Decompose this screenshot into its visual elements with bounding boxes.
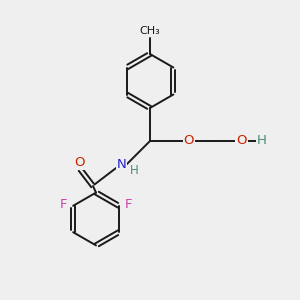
Text: H: H (130, 164, 139, 177)
Text: F: F (60, 198, 67, 211)
Text: O: O (236, 134, 247, 148)
Text: O: O (75, 156, 85, 170)
Text: CH₃: CH₃ (140, 26, 160, 36)
Text: N: N (117, 158, 126, 172)
Text: F: F (125, 198, 132, 211)
Text: H: H (257, 134, 267, 148)
Text: O: O (184, 134, 194, 148)
